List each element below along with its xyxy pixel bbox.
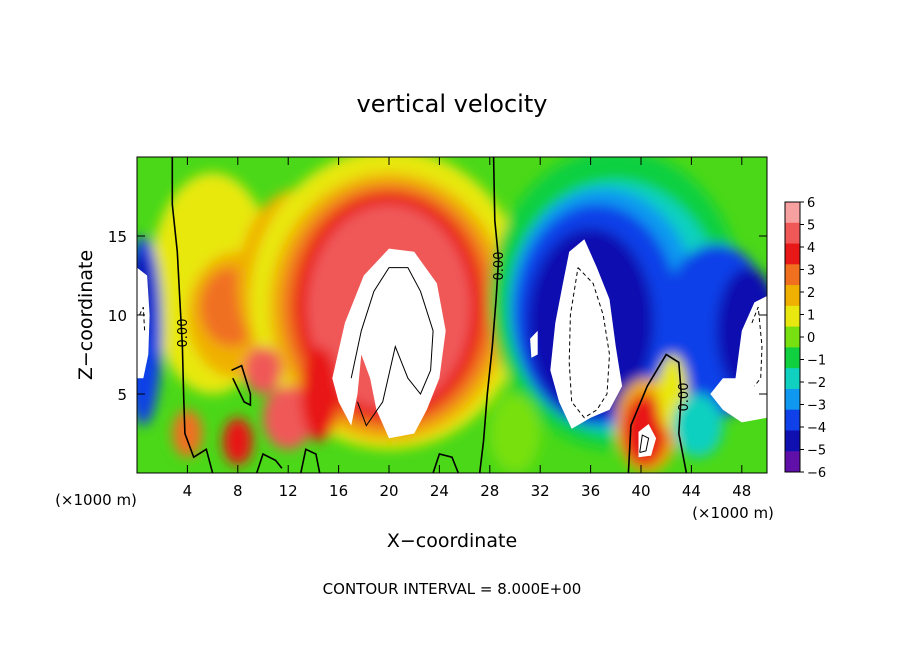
colorbar-swatch [785, 305, 800, 328]
colorbar-swatch [785, 347, 800, 369]
colorbar: 6 5 4 3 2 1 0 −1 −2 −3 −4 −5 −6 [784, 196, 826, 481]
zero-contour-left [171, 157, 214, 473]
x-unit-label-right: (×1000 m) [692, 504, 774, 522]
colorbar-swatch [785, 222, 800, 245]
velocity-cell [222, 417, 253, 466]
x-unit-label-left: (×1000 m) [55, 491, 137, 509]
y-tick-label: 15 [108, 228, 127, 246]
updraft-inner-contour [350, 267, 434, 427]
x-tick-label: 48 [732, 482, 751, 500]
downdraft-core-white [550, 239, 623, 429]
x-tick-label: 40 [631, 482, 650, 500]
colorbar-label: 4 [807, 241, 815, 256]
updraft-small-contour [639, 434, 650, 453]
colorbar-label: −3 [807, 399, 826, 414]
velocity-cell [300, 346, 339, 442]
contour-interval-text: CONTOUR INTERVAL = 8.000E+00 [323, 580, 582, 598]
x-tick-label: 44 [682, 482, 701, 500]
colorbar-swatch [785, 388, 800, 411]
x-tick-label: 8 [233, 482, 243, 500]
chart-title: vertical velocity [357, 90, 548, 118]
colorbar-swatch [785, 202, 800, 224]
x-tick-label: 16 [329, 482, 348, 500]
zero-contour-wiggle [432, 453, 460, 473]
x-axis-label: X−coordinate [387, 530, 517, 552]
colorbar-label: 3 [807, 264, 815, 279]
colorbar-label: −5 [807, 444, 826, 459]
contour-label-middle: 0.00 [492, 252, 507, 281]
y-tick-label: 10 [108, 307, 127, 325]
colorbar-label: −2 [807, 376, 826, 391]
colorbar-label: −6 [807, 466, 826, 481]
x-tick-label: 36 [581, 482, 600, 500]
x-tick-label: 32 [531, 482, 550, 500]
contour-lines [139, 157, 763, 473]
x-tick-label: 20 [379, 482, 398, 500]
y-axis-label: Z−coordinate [75, 250, 97, 380]
colorbar-label: 5 [807, 219, 815, 234]
colorbar-swatch [785, 368, 800, 390]
colorbar-label: −4 [807, 421, 826, 436]
x-axis-ticks: 4 8 12 16 20 24 28 32 36 40 44 48 [183, 157, 751, 500]
contour-label-right: 0.00 [677, 383, 692, 412]
colorbar-swatch [785, 409, 800, 431]
colorbar-label: 6 [807, 196, 815, 211]
colorbar-swatch [785, 326, 800, 348]
x-tick-label: 28 [480, 482, 499, 500]
velocity-cell [244, 346, 282, 394]
downdraft-right-contour [751, 306, 763, 387]
colorbar-label: 2 [807, 286, 815, 301]
colorbar-swatch [785, 285, 800, 307]
colorbar-swatch [785, 243, 800, 265]
y-axis-ticks: 5 10 15 [108, 228, 767, 404]
colorbar-label: −1 [807, 354, 826, 369]
downdraft-inner-contour [568, 267, 611, 419]
velocity-cell [672, 394, 723, 458]
zero-contour-wiggle [255, 452, 283, 473]
updraft-small-white [638, 424, 657, 458]
zero-contour-middle [478, 157, 500, 473]
x-tick-label: 24 [430, 482, 449, 500]
velocity-cell [172, 409, 203, 458]
colorbar-swatch [785, 430, 800, 452]
zero-contour-wiggle [300, 448, 321, 473]
downdraft-left-white [137, 267, 150, 379]
small-white-spot [530, 330, 538, 358]
zero-contour-closed [231, 364, 252, 407]
colorbar-swatch [785, 451, 800, 473]
y-tick-label: 5 [117, 386, 127, 404]
velocity-field [137, 157, 767, 473]
downdraft-right-white [710, 296, 767, 423]
x-tick-label: 4 [183, 482, 193, 500]
colorbar-label: 1 [807, 309, 815, 324]
zero-contour-right [627, 353, 688, 473]
colorbar-label: 0 [807, 331, 815, 346]
contour-label-left: 0.00 [176, 319, 191, 348]
colorbar-swatch [785, 264, 800, 286]
velocity-cell [263, 386, 314, 450]
velocity-cell [489, 394, 541, 473]
downdraft-left-contour [139, 306, 146, 331]
plot-area [137, 157, 767, 473]
x-tick-label: 12 [279, 482, 298, 500]
